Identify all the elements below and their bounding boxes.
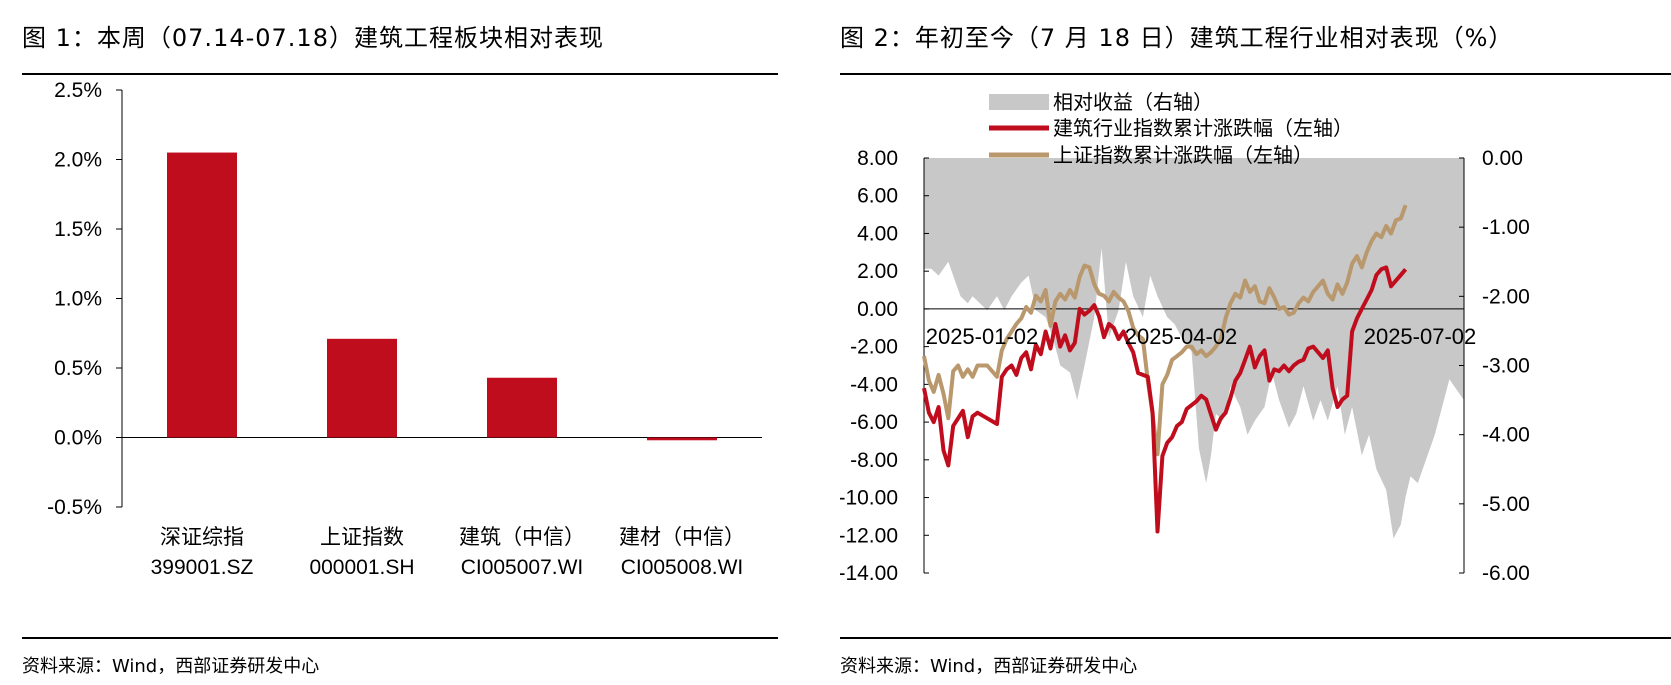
left-tick-label: -2.00 xyxy=(850,336,898,359)
y-tick-label: 2.0% xyxy=(54,149,102,172)
figure2-chart: 8.00 6.00 4.00 2.00 0.00 -2.00 -4.00 -6.00 -8.00… xyxy=(840,91,1530,585)
bar xyxy=(327,338,397,438)
x-category-code: CI005008.WI xyxy=(621,556,744,579)
right-tick-label: -1.00 xyxy=(1482,216,1530,239)
left-tick-label: 6.00 xyxy=(857,185,898,208)
left-tick-label: 0.00 xyxy=(857,298,898,321)
figure1-title: 图 1：本周（07.14-07.18）建筑工程板块相对表现 xyxy=(22,24,604,52)
x-category-name: 建材（中信） xyxy=(619,526,745,549)
y-tick-label: 0.5% xyxy=(54,357,102,380)
right-tick-label: 0.00 xyxy=(1482,147,1523,170)
bar xyxy=(167,152,237,438)
left-tick-label: -8.00 xyxy=(850,449,898,472)
legend-label-relative-return: 相对收益（右轴） xyxy=(1053,91,1213,114)
left-tick-label: -14.00 xyxy=(840,562,898,585)
legend-label-construction: 建筑行业指数累计涨跌幅（左轴） xyxy=(1053,117,1353,140)
x-category-name: 深证综指 xyxy=(160,526,244,549)
legend-label-shanghai: 上证指数累计涨跌幅（左轴） xyxy=(1053,144,1313,167)
y-tick-label: 0.0% xyxy=(54,427,102,450)
figure1-source: 资料来源：Wind，西部证券研发中心 xyxy=(22,656,320,677)
x-tick-label: 2025-04-02 xyxy=(1125,324,1238,349)
x-category-code: 000001.SH xyxy=(309,556,414,579)
x-category-name: 建筑（中信） xyxy=(459,526,585,549)
left-tick-label: -4.00 xyxy=(850,373,898,396)
figure2-top-rule xyxy=(840,73,1671,75)
figure2-panel: 图 2：年初至今（7 月 18 日）建筑工程行业相对表现（%） 8.00 6.00… xyxy=(840,0,1671,685)
y-tick-label: -0.5% xyxy=(47,496,102,519)
figure2-title: 图 2：年初至今（7 月 18 日）建筑工程行业相对表现（%） xyxy=(840,24,1514,52)
right-tick-label: -6.00 xyxy=(1482,562,1530,585)
left-tick-label: -6.00 xyxy=(850,411,898,434)
figure1-panel: 图 1：本周（07.14-07.18）建筑工程板块相对表现 2.5% 2.0% 1.… xyxy=(0,0,790,685)
y-tick-label: 2.5% xyxy=(54,79,102,102)
y-tick-label: 1.0% xyxy=(54,288,102,311)
figure2-bottom-rule xyxy=(840,637,1671,639)
figure1-chart: 2.5% 2.0% 1.5% 1.0% 0.5% 0.0% -0.5% 深证综指 399001.… xyxy=(47,79,762,579)
right-tick-label: -2.00 xyxy=(1482,285,1530,308)
bar xyxy=(487,377,557,438)
x-category-name: 上证指数 xyxy=(320,526,404,549)
right-tick-label: -5.00 xyxy=(1482,493,1530,516)
figure2-source: 资料来源：Wind，西部证券研发中心 xyxy=(840,656,1138,677)
left-tick-label: 4.00 xyxy=(857,222,898,245)
figure1-bottom-rule xyxy=(22,637,778,639)
bar xyxy=(647,437,717,441)
left-tick-label: 8.00 xyxy=(857,147,898,170)
x-tick-label: 2025-01-02 xyxy=(926,324,1039,349)
legend-swatch-relative-return xyxy=(989,94,1049,110)
figure1-top-rule xyxy=(22,73,778,75)
y-tick-label: 1.5% xyxy=(54,218,102,241)
left-tick-label: -10.00 xyxy=(840,487,898,510)
left-tick-label: -12.00 xyxy=(840,524,898,547)
right-tick-label: -3.00 xyxy=(1482,355,1530,378)
right-tick-label: -4.00 xyxy=(1482,424,1530,447)
x-category-code: 399001.SZ xyxy=(151,556,254,579)
x-category-code: CI005007.WI xyxy=(461,556,584,579)
left-tick-label: 2.00 xyxy=(857,260,898,283)
shanghai-index-line xyxy=(922,204,1408,457)
x-tick-label: 2025-07-02 xyxy=(1364,324,1477,349)
construction-index-line xyxy=(922,265,1408,534)
